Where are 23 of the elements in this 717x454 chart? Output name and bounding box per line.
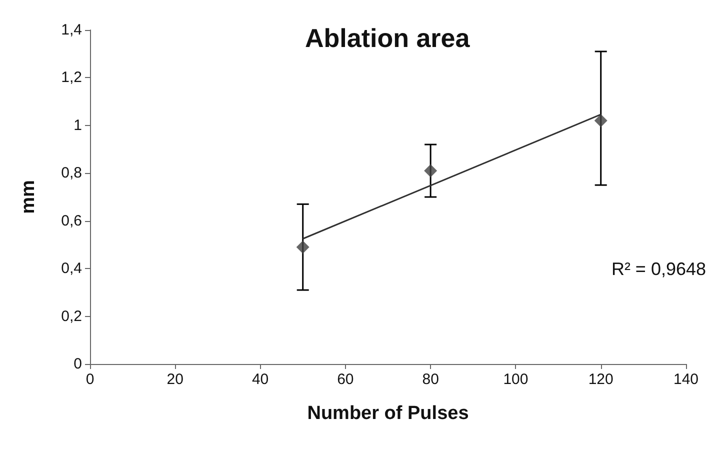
annotation: R² = 0,9648 <box>611 259 706 279</box>
x-tick-label: 140 <box>673 371 699 388</box>
point <box>594 114 608 128</box>
point <box>296 240 310 254</box>
y-tick-label: 1 <box>74 116 82 134</box>
y-tick-label: 0,4 <box>61 260 82 278</box>
x-tick-label: 40 <box>252 371 269 388</box>
y-tick-label: 0,6 <box>61 212 82 230</box>
y-tick-label: 0,8 <box>61 164 82 182</box>
y-tick-label: 0 <box>74 356 82 372</box>
x-tick-label: 60 <box>337 371 354 388</box>
y-tick-label: 1,4 <box>61 22 82 38</box>
point <box>424 164 438 178</box>
y-tick-label: 1,2 <box>61 69 82 86</box>
x-axis-title: Number of Pulses <box>307 403 469 424</box>
x-tick-label: 120 <box>588 371 614 388</box>
chart-title: Ablation area <box>305 23 470 53</box>
y-axis-title: mm <box>18 180 39 214</box>
x-tick-label: 80 <box>422 371 439 388</box>
x-tick-label: 0 <box>86 371 94 388</box>
x-tick-label: 100 <box>503 371 528 388</box>
y-tick-label: 0,2 <box>61 308 82 325</box>
x-tick-label: 20 <box>166 371 184 388</box>
